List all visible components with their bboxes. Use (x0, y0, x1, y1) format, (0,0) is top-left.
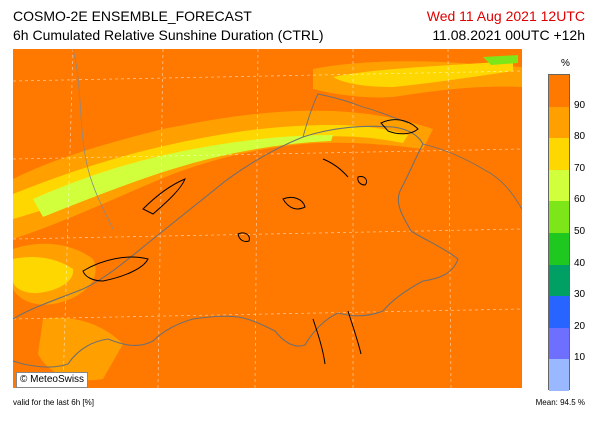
field-band-main-inner (13, 125, 408, 219)
legend-level-label: 80 (574, 131, 586, 143)
field-band-north-inner (333, 61, 513, 87)
field-southwest-patch (38, 317, 123, 381)
lake-constance (380, 119, 419, 135)
sunshine-map (13, 49, 522, 388)
legend-swatch (549, 327, 569, 360)
legend-unit: % (561, 58, 570, 69)
field-band-main (13, 110, 433, 239)
lat-lon-grid (13, 49, 522, 388)
legend-level-label: 60 (574, 194, 586, 206)
valid-date: Wed 11 Aug 2021 12UTC (426, 8, 585, 24)
legend-swatch (549, 169, 569, 202)
legend-swatch (549, 296, 569, 328)
legend-swatch (549, 264, 569, 297)
lake-como (347, 310, 362, 355)
lakes (82, 119, 419, 365)
legend-swatch (549, 106, 569, 139)
border-west-region (72, 49, 114, 230)
legend-level-label: 20 (574, 320, 586, 332)
run-info: 11.08.2021 00UTC +12h (432, 27, 585, 43)
color-legend (548, 74, 570, 391)
legend-swatch (549, 75, 569, 107)
legend-level-label: 40 (574, 257, 586, 269)
lake-small-1 (237, 232, 250, 242)
legend-swatch (549, 359, 569, 391)
map-subtitle: 6h Cumulated Relative Sunshine Duration … (13, 27, 324, 43)
lake-maggiore (312, 318, 326, 365)
mean-value: Mean: 94.5 % (535, 398, 585, 407)
meteoswiss-logo: © MeteoSwiss (16, 372, 89, 388)
legend-level-label: 10 (574, 352, 586, 364)
legend-swatch (549, 201, 569, 233)
legend-level-label: 30 (574, 289, 586, 301)
lake-zurich (322, 158, 349, 178)
lake-lucerne (282, 196, 306, 210)
legend-level-label: 70 (574, 162, 586, 174)
map-title: COSMO-2E ENSEMBLE_FORECAST (13, 8, 252, 24)
legend-swatch (549, 138, 569, 170)
border-north (302, 93, 409, 138)
legend-level-label: 50 (574, 226, 586, 237)
country-border (13, 125, 459, 368)
legend-swatch (549, 233, 569, 265)
validity-note: valid for the last 6h [%] (13, 398, 94, 407)
border-east (422, 143, 522, 210)
lake-geneva (82, 256, 149, 282)
lake-small-2 (357, 176, 368, 186)
lake-neuchatel (142, 178, 186, 215)
field-west-patch-inner (13, 257, 74, 294)
legend-level-label: 90 (574, 99, 586, 111)
field-band-main-core (33, 135, 333, 217)
field-north-green (483, 55, 518, 65)
